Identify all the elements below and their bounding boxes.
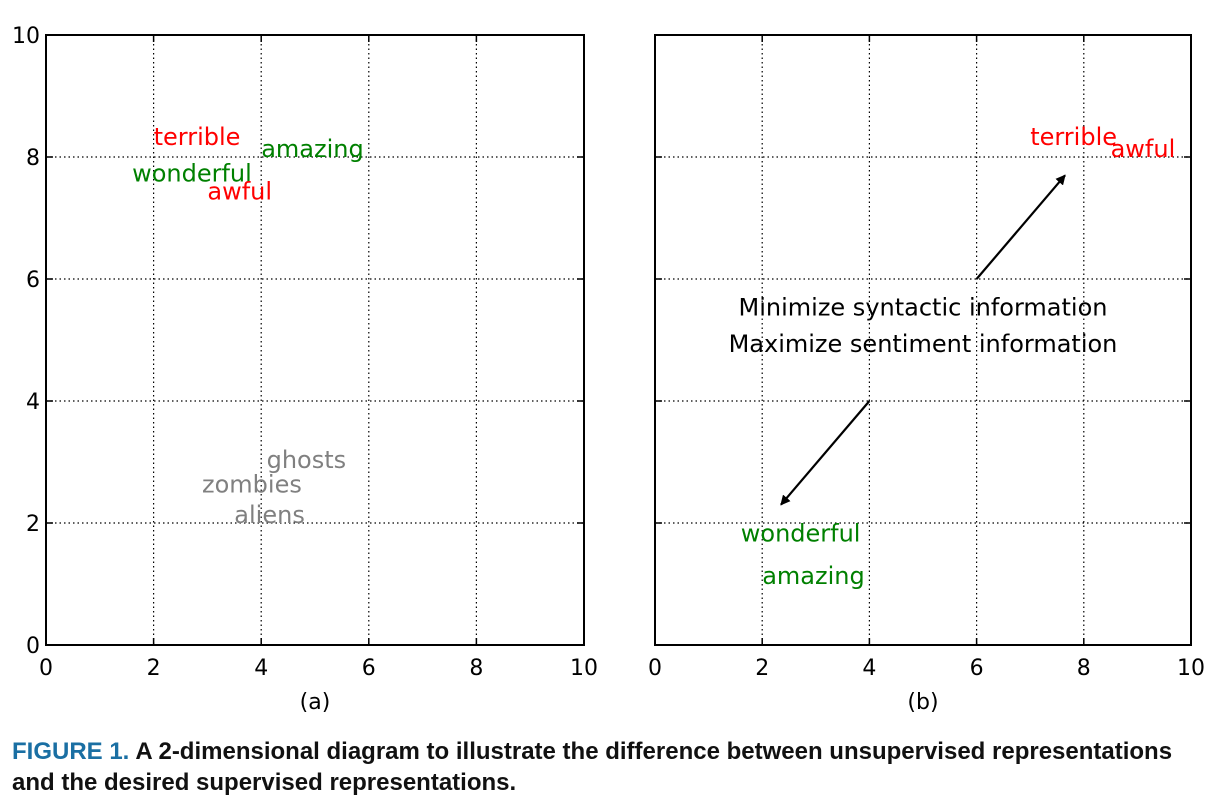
- axes-frame: [45, 34, 585, 646]
- figure-caption: FIGURE 1. A 2-dimensional diagram to illu…: [12, 736, 1212, 798]
- y-tick-label: 8: [26, 146, 40, 171]
- x-tick-label: 6: [970, 656, 984, 681]
- x-tick-label: 10: [1177, 656, 1205, 681]
- y-tick-label: 4: [26, 390, 40, 415]
- word-point-zombies: zombies: [202, 471, 302, 499]
- word-point-wonderful: wonderful: [132, 159, 252, 187]
- y-tick-label: 10: [12, 24, 40, 49]
- word-point-awful: awful: [207, 178, 272, 206]
- x-tick-label: 4: [254, 656, 268, 681]
- panel-a: 0 2 4 6 8 10 0 2 4 6 8 10 terrible amazing wonderfulaw…: [12, 24, 598, 715]
- x-tick-label: 0: [39, 656, 53, 681]
- axes-frame: [654, 34, 1192, 646]
- x-tick-label: 8: [469, 656, 483, 681]
- word-point-amazing: amazing: [762, 562, 865, 590]
- annotation-2: Maximize sentiment information: [729, 330, 1118, 358]
- figure-caption-text: A 2-dimensional diagram to illustrate th…: [12, 738, 1173, 796]
- x-tick-label: 2: [755, 656, 769, 681]
- x-tick-label: 8: [1077, 656, 1091, 681]
- word-point-terrible: terrible: [154, 123, 241, 151]
- y-tick-label: 2: [26, 512, 40, 537]
- x-tick-label: 6: [362, 656, 376, 681]
- x-tick-label: 2: [147, 656, 161, 681]
- subfigure-label: (b): [907, 690, 938, 715]
- subfigure-label: (a): [300, 690, 331, 715]
- word-point-aliens: aliens: [234, 501, 305, 529]
- x-tick-label: 4: [862, 656, 876, 681]
- y-tick-label: 0: [26, 634, 40, 659]
- x-tick-label: 0: [648, 656, 662, 681]
- word-point-ghosts: ghosts: [267, 446, 347, 474]
- word-point-terrible: terrible: [1030, 123, 1117, 151]
- y-tick-label: 6: [26, 268, 40, 293]
- word-point-awful: awful: [1111, 135, 1176, 163]
- arrow-1: [975, 174, 1066, 280]
- arrow-2: [780, 400, 871, 506]
- annotation-1: Minimize syntactic information: [739, 294, 1108, 322]
- x-tick-label: 10: [570, 656, 598, 681]
- figure-caption-label: FIGURE 1.: [12, 738, 130, 765]
- word-point-amazing: amazing: [261, 135, 364, 163]
- word-point-wonderful: wonderful: [741, 519, 861, 547]
